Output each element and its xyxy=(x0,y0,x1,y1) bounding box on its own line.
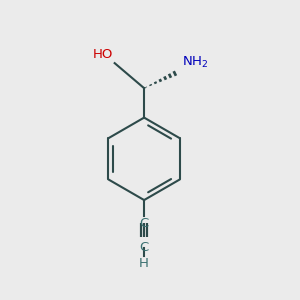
Text: HO: HO xyxy=(93,48,113,61)
Text: C: C xyxy=(140,217,149,230)
Text: C: C xyxy=(140,241,149,254)
Text: H: H xyxy=(139,257,149,271)
Text: NH$_2$: NH$_2$ xyxy=(182,56,208,70)
